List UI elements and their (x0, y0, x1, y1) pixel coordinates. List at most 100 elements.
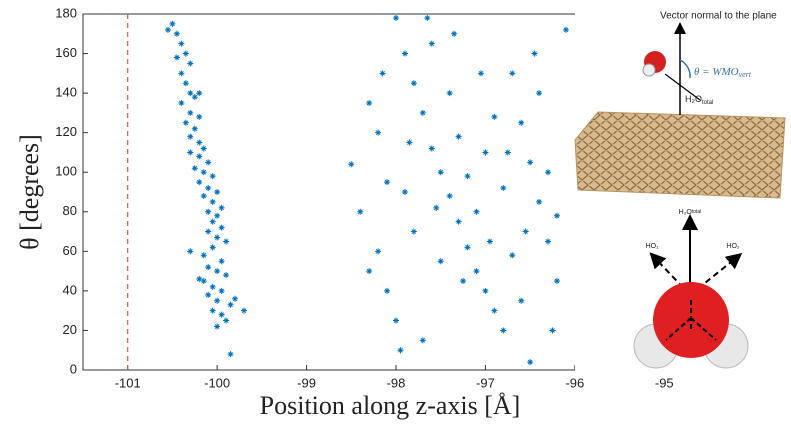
ho1-arrow (649, 252, 691, 296)
scatter-point (209, 218, 216, 225)
scatter-point (549, 327, 556, 334)
scatter-point (218, 311, 225, 318)
x-tick-label: -99 (297, 375, 316, 390)
ho1-label: HO₁ (646, 243, 660, 250)
scatter-point (196, 139, 203, 146)
scatter-point (209, 198, 216, 205)
scatter-point (482, 287, 489, 294)
scatter-point (191, 165, 198, 172)
scatter-point (522, 228, 529, 235)
y-tick-label: 140 (55, 85, 77, 100)
scatter-point (375, 129, 382, 136)
scatter-point (182, 50, 189, 57)
scatter-point (357, 208, 364, 215)
angle-subscript: vert (739, 70, 752, 79)
scatter-point (375, 248, 382, 255)
scatter-point (397, 347, 404, 354)
x-tick-label: -95 (655, 375, 674, 390)
y-tick-label: 80 (63, 203, 77, 218)
scatter-point (205, 264, 212, 271)
scatter-point (379, 70, 386, 77)
scatter-point (196, 153, 203, 160)
scatter-point (196, 90, 203, 97)
scatter-point (536, 198, 543, 205)
scatter-point (419, 337, 426, 344)
scatter-point (419, 109, 426, 116)
scatter-point (169, 20, 176, 27)
scatter-point (191, 125, 198, 132)
scatter-point (232, 295, 239, 302)
x-tick-label: -98 (387, 375, 406, 390)
y-tick-label: 20 (63, 322, 77, 337)
scatter-point (527, 159, 534, 166)
scatter-point (428, 145, 435, 152)
x-tick-label: -101 (115, 375, 141, 390)
scatter-point (477, 70, 484, 77)
scatter-point (464, 244, 471, 251)
x-tick-label: -100 (204, 375, 230, 390)
scatter-point (401, 50, 408, 57)
scatter-point (218, 224, 225, 231)
scatter-point (214, 323, 221, 330)
scatter-point (205, 159, 212, 166)
scatter-point (446, 90, 453, 97)
scatter-point (437, 258, 444, 265)
scatter-point (393, 317, 399, 324)
scatter-point (196, 179, 203, 186)
scatter-point (200, 278, 207, 284)
scatter-point (187, 149, 194, 156)
scatter-point (500, 327, 507, 334)
scatter-point (196, 113, 203, 120)
scatter-point (200, 192, 207, 199)
scatter-point (209, 283, 216, 290)
scatter-point (348, 161, 355, 168)
total-subscript: total (692, 209, 701, 215)
scatter-point (182, 119, 189, 126)
scatter-point (455, 133, 462, 140)
scatter-point (562, 26, 569, 33)
scatter-point (366, 100, 373, 106)
plot-area: 0 20 40 60 80 100 120 140 160 180 -101 -100 -99 -98 -9… (55, 5, 710, 390)
scatter-point (509, 252, 516, 259)
scatter-point (214, 297, 221, 304)
scatter-point (218, 204, 225, 211)
scatter-point (209, 173, 216, 180)
scatter-point (205, 291, 212, 298)
scatter-point (401, 189, 408, 195)
scatter-point (178, 70, 185, 77)
total-subscript: total (702, 100, 713, 106)
scatter-point (553, 212, 560, 219)
scatter-point (187, 60, 194, 67)
scatter-point (527, 359, 534, 366)
x-tick-label: -97 (476, 375, 495, 390)
scatter-point (504, 149, 511, 156)
water-vector (664, 73, 701, 101)
total-text: H₂O (685, 94, 702, 104)
angle-arc (679, 59, 691, 79)
scatter-point (428, 40, 435, 47)
total-text: H₂O (679, 209, 693, 216)
scatter-point (455, 218, 462, 225)
scatter-point (366, 268, 373, 275)
scatter-point (187, 109, 194, 116)
scatter-point (182, 80, 189, 87)
scatter-point (209, 307, 216, 314)
scatter-point (227, 351, 234, 358)
scatter-point (500, 185, 507, 192)
scatter-point (545, 238, 552, 245)
scatter-point (384, 179, 391, 186)
scatter-point (410, 228, 417, 235)
scatter-point (518, 297, 525, 304)
scatter-point (214, 268, 221, 275)
x-axis-label: Position along z-axis [Å] (260, 391, 521, 420)
scatter-point (536, 90, 543, 97)
scatter-point (205, 185, 212, 192)
scatter-point (214, 212, 221, 219)
scatter-point (223, 317, 230, 324)
scatter-point (223, 272, 230, 279)
angle-label: θ = WMOvert (694, 66, 752, 79)
scatter-point (214, 189, 221, 195)
scatter-point (446, 192, 453, 199)
scatter-point (433, 204, 440, 211)
